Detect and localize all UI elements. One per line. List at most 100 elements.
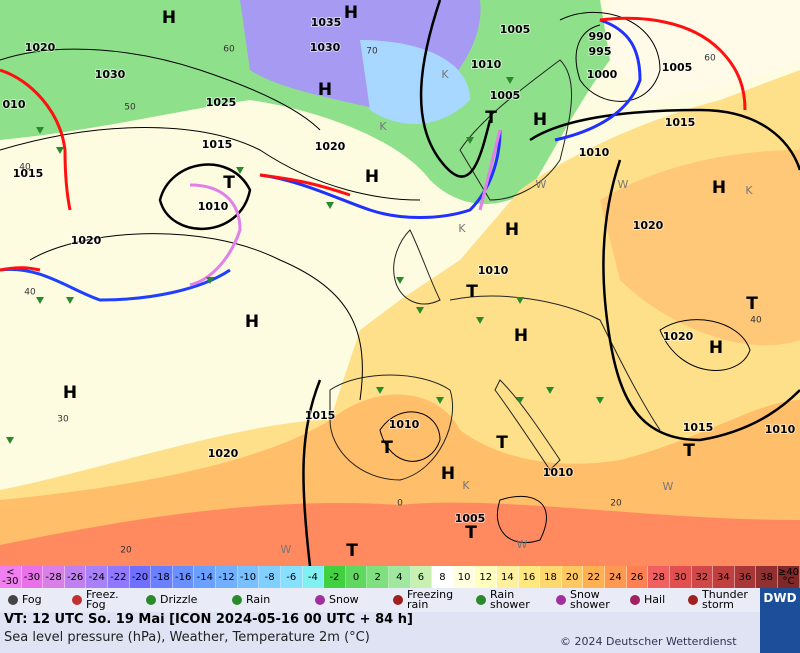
isobar-label: 1020 (663, 330, 694, 343)
isobars (0, 0, 800, 566)
pressure-center: T (465, 523, 477, 543)
legend-item: Rain (232, 588, 270, 612)
weather-symbol (506, 77, 514, 84)
coastlines (329, 59, 661, 481)
scale-cell: 34 (713, 566, 735, 588)
valid-time: VT: 12 UTC So. 19 Mai [ICON 2024-05-16 0… (4, 612, 413, 627)
air-mass-label: K (379, 120, 387, 133)
scale-cell: -26 (64, 566, 87, 588)
isobar-label: 1010 (198, 200, 229, 213)
pressure-center: H (441, 464, 455, 484)
isobar-label: 1010 (478, 264, 509, 277)
isobar-label: 1025 (206, 96, 237, 109)
legend-item: Snow (315, 588, 359, 612)
legend-label: Drizzle (160, 593, 198, 606)
scale-cell: -14 (194, 566, 217, 588)
isobar-label: 1015 (665, 116, 696, 129)
pressure-center: T (496, 433, 508, 453)
weather-symbol (66, 297, 74, 304)
legend-label: Rain shower (490, 588, 530, 611)
scale-cell: ≥40 °C (777, 566, 800, 588)
isobar-label: 1010 (579, 146, 610, 159)
isotherm-label: 40 (19, 163, 31, 173)
legend-icon (556, 595, 566, 605)
legend-label: Thunder storm (702, 588, 748, 611)
pressure-center: H (344, 3, 358, 23)
legend-icon (8, 595, 18, 605)
pressure-center: H (514, 326, 528, 346)
isobar-label: 1020 (315, 140, 346, 153)
isobar-label: 010 (3, 98, 26, 111)
isotherm-label: 40 (24, 288, 36, 298)
pressure-center: T (466, 282, 478, 302)
isotherm-label: 60 (223, 45, 235, 55)
isobar-label: 990 (589, 30, 612, 43)
very-hot-region (0, 502, 800, 566)
scale-cell: 20 (561, 566, 584, 588)
scale-cell: 4 (388, 566, 411, 588)
weather-symbol (236, 167, 244, 174)
scale-cell: -10 (237, 566, 260, 588)
isobar-label: 1015 (305, 409, 336, 422)
scale-cell: 32 (691, 566, 714, 588)
warm-region-east (600, 150, 800, 346)
scale-cell: 26 (626, 566, 649, 588)
weather-symbol (36, 127, 44, 134)
scale-cell: -30 (21, 566, 44, 588)
weather-symbol (326, 202, 334, 209)
air-mass-label: K (441, 68, 449, 81)
legend-label: Freezing rain (407, 588, 454, 611)
legend-label: Snow shower (570, 588, 610, 611)
legend-icon (476, 595, 486, 605)
isobar-label: 1015 (202, 138, 233, 151)
weather-symbol (466, 137, 474, 144)
isotherm-label: 40 (750, 316, 762, 326)
temperature-scale: < -30 -30 -28 -26 -24 -22 -20 -18 -16 -14 -12 -10 -8… (0, 566, 800, 588)
legend-label: Fog (22, 593, 42, 606)
air-mass-label: W (517, 538, 528, 551)
pressure-center: T (485, 108, 497, 128)
legend-item: Freezing rain (393, 588, 467, 612)
scale-cell: 30 (669, 566, 692, 588)
air-mass-label: K (458, 222, 466, 235)
pressure-center: H (63, 383, 77, 403)
legend-icon (232, 595, 242, 605)
description: Sea level pressure (hPa), Weather, Tempe… (4, 630, 370, 645)
isobar-label: 1030 (310, 41, 341, 54)
legend-icon (393, 595, 403, 605)
scale-cell: -20 (129, 566, 152, 588)
weather-symbol (6, 437, 14, 444)
legend-icon (630, 595, 640, 605)
scale-cell: -18 (151, 566, 173, 588)
cool-region (360, 40, 470, 124)
scale-cell: 6 (410, 566, 433, 588)
air-mass-label: W (536, 178, 547, 191)
pressure-center: H (365, 167, 379, 187)
pressure-center: T (683, 441, 695, 461)
legend-label: Hail (644, 593, 666, 606)
logo: DWD (760, 588, 800, 653)
pressure-center: T (223, 173, 235, 193)
pressure-center: T (746, 294, 758, 314)
legend-icon (146, 595, 156, 605)
legend-item: Rain shower (476, 588, 550, 612)
isobar-label: 1015 (13, 167, 44, 180)
isobar-label: 1030 (95, 68, 126, 81)
weather-symbol (436, 397, 444, 404)
weather-legend: Fog Freez. Fog Drizzle Rain Snow Freezing rai… (0, 588, 800, 612)
air-mass-label: K (745, 184, 753, 197)
weather-symbol (376, 387, 384, 394)
weather-symbol (36, 297, 44, 304)
legend-icon (72, 595, 82, 605)
pressure-center: T (381, 438, 393, 458)
isotherm-label: 0 (397, 499, 403, 509)
pressure-center: H (245, 312, 259, 332)
scale-cell: 28 (648, 566, 670, 588)
isobar-label: 1020 (71, 234, 102, 247)
legend-item: Thunder storm (688, 588, 762, 612)
scale-cell: 2 (367, 566, 389, 588)
isobar-label: 1010 (389, 418, 420, 431)
isobar-label: 1010 (471, 58, 502, 71)
weather-symbol (546, 387, 554, 394)
isobar-label: 1015 (683, 421, 714, 434)
